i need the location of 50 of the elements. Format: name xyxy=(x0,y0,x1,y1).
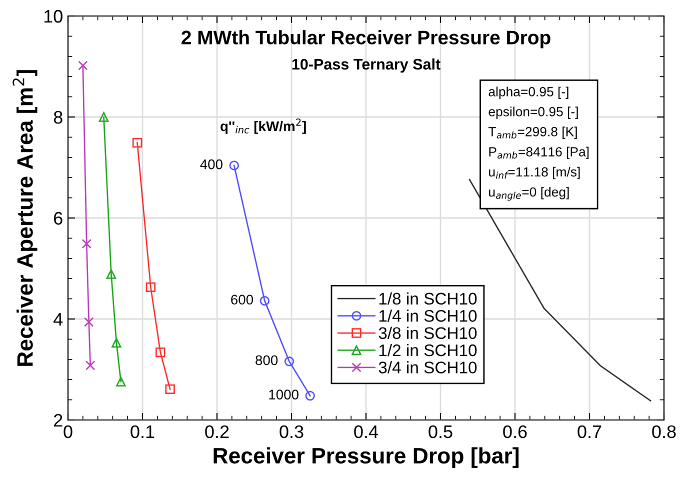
point xyxy=(116,376,126,386)
legend-label: 1/2 in SCH10 xyxy=(379,344,477,356)
x-axis-title: Receiver Pressure Drop [bar] xyxy=(214,447,519,468)
point xyxy=(305,390,315,401)
annotation: 600 xyxy=(231,294,254,305)
annotation: epsilon=0.95 [-] xyxy=(488,106,578,119)
x-tick-label: 0.1 xyxy=(130,425,154,438)
annotation: q''$_{inc}$ [kW/m$^{2}$] xyxy=(220,118,306,134)
annotation: 800 xyxy=(256,355,278,366)
point xyxy=(284,356,294,366)
y-tick-label: 2 xyxy=(54,414,62,427)
annotation: 1000 xyxy=(269,390,298,400)
point xyxy=(229,160,239,170)
x-tick-label: 0.3 xyxy=(280,425,304,438)
x-tick-label: 0.7 xyxy=(578,425,602,438)
legend-label: 3/4 in SCH10 xyxy=(378,361,477,374)
y-axis-title: Receiver Aperture Area [m$^{2}$] xyxy=(12,70,38,366)
point xyxy=(78,60,88,70)
y-tick-label: 6 xyxy=(54,212,62,225)
x-tick-label: 0.4 xyxy=(354,425,378,438)
text: 10-Pass Ternary Salt xyxy=(292,58,440,73)
point xyxy=(84,317,94,327)
point xyxy=(106,269,116,279)
x-tick-label: 0.6 xyxy=(503,425,527,438)
annotation: P$_{amb}$=84116 [Pa] xyxy=(489,146,589,160)
text: 2 MWth Tubular Receiver Pressure Drop xyxy=(182,30,550,48)
annotation: u$_{inf}$=11.18 [m/s] xyxy=(489,166,580,180)
point xyxy=(82,238,92,249)
point xyxy=(85,360,96,370)
point xyxy=(165,384,175,394)
annotation: alpha=0.95 [-] xyxy=(488,86,568,99)
x-tick-label: 0.5 xyxy=(428,425,452,438)
legend-label: 3/8 in SCH10 xyxy=(378,326,477,340)
annotation: u$_{angle}$=0 [deg] xyxy=(489,186,569,201)
point xyxy=(112,338,122,348)
point xyxy=(98,112,109,122)
x-tick-label: 0.8 xyxy=(652,425,676,438)
legend-label: 1/8 in SCH10 xyxy=(379,292,477,305)
point xyxy=(260,296,270,306)
y-tick-label: 10 xyxy=(44,10,62,23)
annotation: 400 xyxy=(200,159,222,170)
x-tick-label: 0.2 xyxy=(205,425,229,438)
point xyxy=(156,347,166,358)
legend-label: 1/4 in SCH10 xyxy=(379,310,477,322)
x-tick-label: 0 xyxy=(64,425,72,438)
y-tick-label: 8 xyxy=(54,110,62,124)
point xyxy=(146,282,156,292)
point xyxy=(132,138,142,148)
annotation: T$_{amb}$=299.8 [K] xyxy=(488,126,577,139)
y-tick-label: 4 xyxy=(54,313,63,326)
